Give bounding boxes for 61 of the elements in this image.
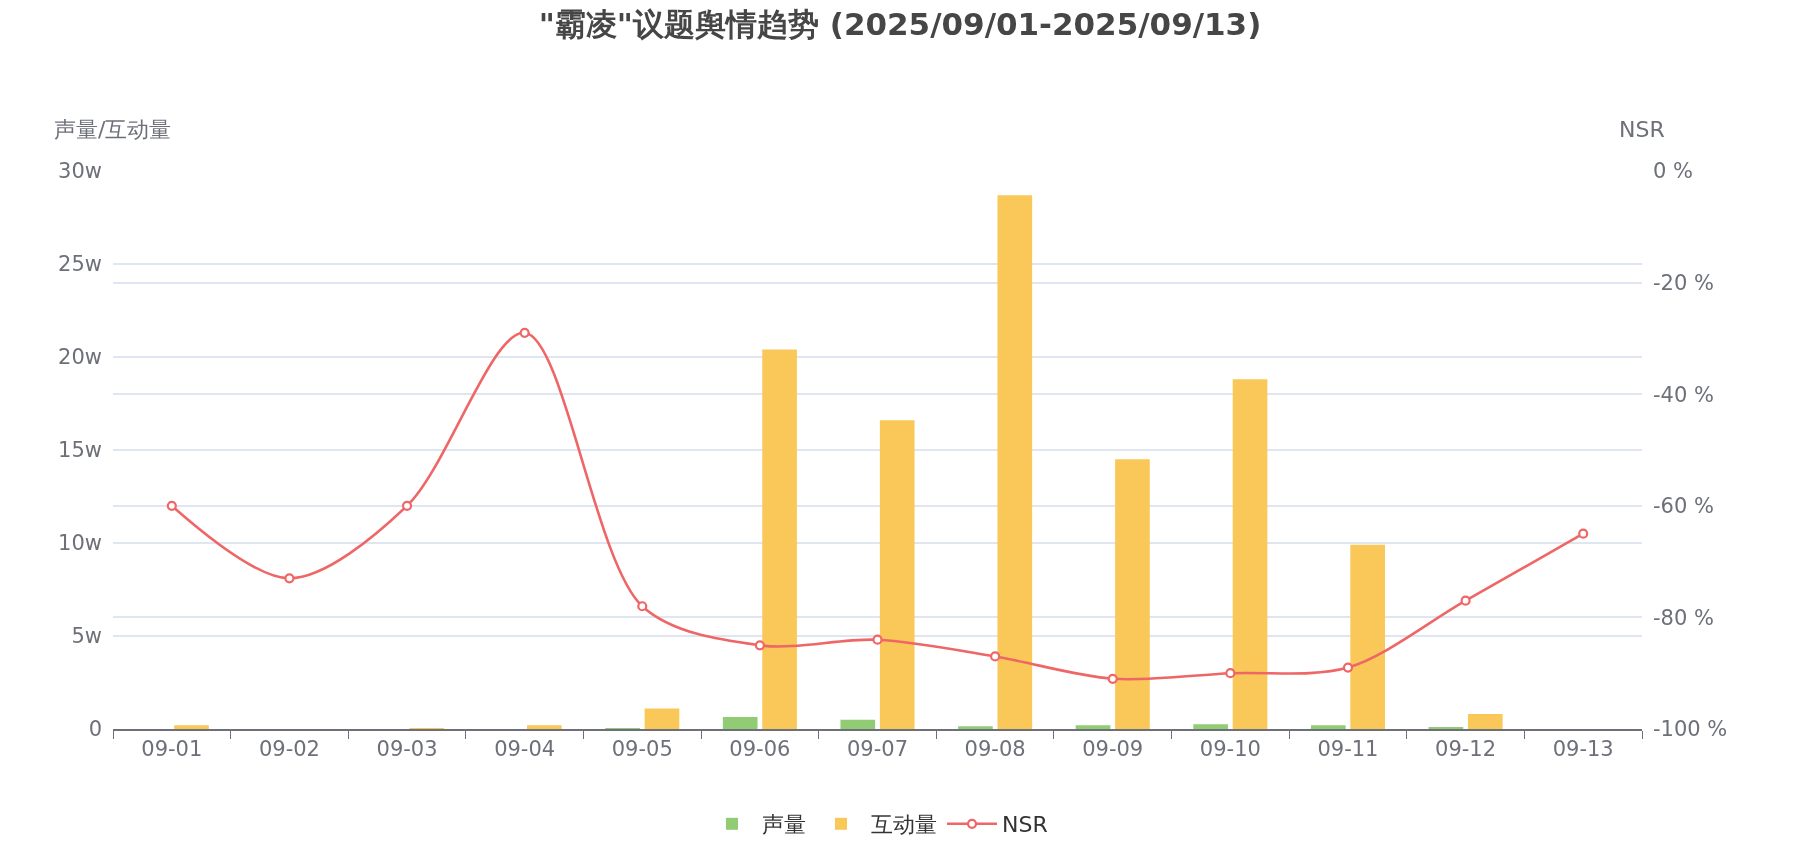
- point: [1578, 528, 1589, 539]
- bar: [1350, 544, 1385, 729]
- legend-label: 互动量: [871, 812, 937, 838]
- y2-tick-label: -20 %: [1653, 270, 1714, 295]
- bar: [1115, 459, 1150, 729]
- point: [166, 500, 177, 511]
- point: [1342, 662, 1354, 673]
- bar: [174, 725, 209, 729]
- x-tick-label: 09-04: [494, 736, 556, 761]
- point: [990, 651, 1001, 662]
- point: [1225, 668, 1236, 679]
- point: [872, 634, 883, 645]
- y2-axis-title: NSR: [1619, 117, 1665, 142]
- bar: [840, 719, 876, 729]
- x-tick-label: 09-09: [1082, 736, 1144, 761]
- y-tick-label: 5w: [71, 624, 102, 649]
- x-tick-label: 09-07: [846, 736, 909, 761]
- y-tick-label: 20w: [58, 345, 102, 370]
- point: [637, 601, 648, 612]
- x-tick-label: 09-10: [1199, 736, 1261, 761]
- y-tick-label: 10w: [58, 531, 102, 556]
- legend-label: NSR: [1002, 812, 1048, 838]
- point: [1460, 595, 1471, 606]
- y2-tick-label: -100 %: [1653, 717, 1728, 742]
- point: [401, 500, 413, 511]
- bar: [1310, 725, 1346, 729]
- point: [519, 327, 530, 338]
- y2-tick-label: 0 %: [1653, 159, 1693, 184]
- y-tick-label: 30w: [58, 159, 102, 184]
- y-axis-title: 声量/互动量: [54, 117, 172, 142]
- bar: [1193, 724, 1228, 729]
- y-tick-label: 15w: [58, 438, 102, 463]
- x-tick-label: 09-01: [141, 736, 203, 761]
- y2-tick-label: -40 %: [1653, 382, 1714, 407]
- x-tick-label: 09-05: [611, 736, 673, 761]
- bar: [1232, 379, 1268, 729]
- bar: [762, 349, 797, 729]
- bar: [722, 716, 758, 729]
- x-tick-label: 09-02: [258, 736, 320, 761]
- y-tick-label: 25w: [58, 252, 102, 277]
- bar: [958, 726, 993, 729]
- x-tick-label: 09-12: [1435, 736, 1497, 761]
- bar: [879, 420, 915, 729]
- point: [1107, 673, 1118, 684]
- bar: [997, 195, 1033, 729]
- bar: [644, 708, 680, 729]
- x-tick-label: 09-11: [1317, 736, 1379, 761]
- bar: [1467, 714, 1503, 729]
- y2-tick-label: -60 %: [1653, 494, 1714, 519]
- x-tick-label: 09-08: [964, 736, 1026, 761]
- y2-tick-label: -80 %: [1653, 605, 1714, 630]
- x-tick-label: 09-13: [1552, 736, 1614, 761]
- x-tick-label: 09-06: [729, 736, 791, 761]
- y-tick-label: 0: [88, 717, 102, 742]
- point: [754, 640, 765, 651]
- chart-title: "霸凌"议题舆情趋势 (2025/09/01-2025/09/13): [538, 5, 1262, 42]
- bar: [527, 725, 562, 729]
- bar: [1075, 725, 1111, 729]
- legend-label: 声量: [762, 812, 806, 838]
- x-tick-label: 09-03: [376, 736, 438, 761]
- point: [284, 573, 295, 584]
